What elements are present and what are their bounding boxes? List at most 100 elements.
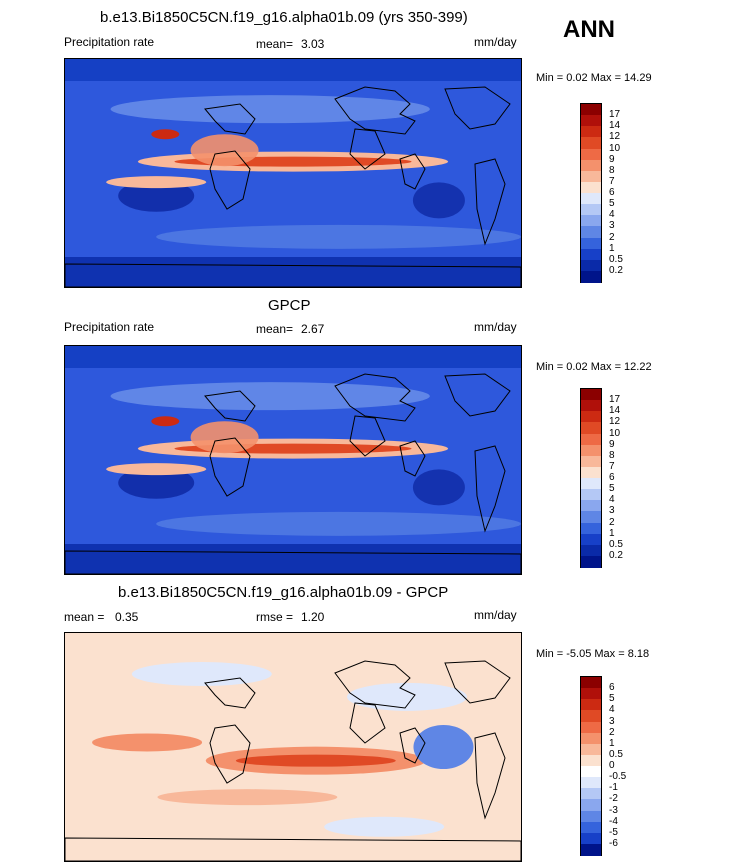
panel2-title: GPCP	[268, 297, 311, 314]
colorbar-swatch	[581, 489, 601, 501]
colorbar-swatch	[581, 699, 601, 711]
colorbar-tick-label: 10	[609, 142, 621, 154]
colorbar-tick-label: 8	[609, 449, 615, 461]
colorbar-tick-label: 14	[609, 405, 621, 417]
coastline	[65, 373, 521, 574]
colorbar-swatch	[581, 766, 601, 778]
colorbar-tick-label: -4	[609, 815, 618, 827]
colorbar-tick-label: -5	[609, 826, 618, 838]
colorbar-swatch	[581, 270, 601, 283]
panel2-mean-value: 2.67	[301, 322, 325, 336]
panel1-variable-label: Precipitation rate	[64, 35, 155, 49]
colorbar-swatch	[581, 181, 601, 194]
panel3-rmse-label: rmse =	[256, 610, 294, 624]
panel3-colorbar	[580, 676, 602, 856]
map-field	[65, 346, 521, 574]
panel1-mean-value: 3.03	[301, 37, 325, 51]
colorbar-swatch	[581, 810, 601, 823]
colorbar-tick-label: 2	[609, 231, 615, 243]
colorbar-tick-label: 5	[609, 693, 615, 705]
colorbar-tick-label: 10	[609, 427, 621, 439]
colorbar-swatch	[581, 159, 601, 172]
colorbar-tick-label: 0.5	[609, 253, 623, 265]
colorbar-tick-label: 2	[609, 726, 615, 738]
colorbar-swatch	[581, 500, 601, 512]
colorbar-swatch	[581, 115, 601, 127]
colorbar-tick-label: 0.5	[609, 538, 623, 550]
colorbar-swatch	[581, 478, 601, 490]
panel2-map	[64, 345, 522, 575]
colorbar-tick-label: 17	[609, 394, 621, 406]
panel2-units: mm/day	[474, 320, 517, 334]
panel3-title: b.e13.Bi1850C5CN.f19_g16.alpha01b.09 - G…	[118, 584, 449, 601]
panel2-mean-label: mean=	[256, 322, 294, 336]
colorbar-swatch	[581, 732, 601, 745]
colorbar-tick-label: 0.2	[609, 264, 623, 276]
colorbar-tick-label: 1	[609, 242, 615, 254]
colorbar-swatch	[581, 226, 601, 238]
colorbar-swatch	[581, 170, 601, 183]
colorbar-swatch	[581, 248, 601, 261]
colorbar-tick-label: 9	[609, 153, 615, 165]
colorbar-swatch	[581, 148, 601, 161]
colorbar-tick-label: 0.2	[609, 549, 623, 561]
colorbar-tick-label: -2	[609, 793, 618, 805]
panel1-units: mm/day	[474, 35, 517, 49]
colorbar-tick-label: 6	[609, 682, 615, 694]
season-label: ANN	[563, 16, 615, 43]
coastline	[65, 86, 521, 287]
colorbar-tick-label: 0.5	[609, 748, 623, 760]
panel3-mean-value: 0.35	[115, 610, 139, 624]
colorbar-tick-label: 3	[609, 715, 615, 727]
colorbar-tick-label: 2	[609, 516, 615, 528]
colorbar-swatch	[581, 688, 601, 700]
colorbar-tick-label: 3	[609, 505, 615, 517]
colorbar-tick-label: 5	[609, 483, 615, 495]
panel1-title: b.e13.Bi1850C5CN.f19_g16.alpha01b.09 (yr…	[100, 9, 468, 26]
colorbar-tick-label: 4	[609, 704, 615, 716]
panel1-mean-label: mean=	[256, 37, 294, 51]
colorbar-swatch	[581, 237, 601, 250]
colorbar-swatch	[581, 259, 601, 272]
colorbar-swatch	[581, 821, 601, 834]
colorbar-swatch	[581, 511, 601, 523]
colorbar-swatch	[581, 433, 601, 446]
colorbar-tick-label: 9	[609, 438, 615, 450]
colorbar-tick-label: 14	[609, 120, 621, 132]
colorbar-tick-label: 6	[609, 187, 615, 198]
colorbar-tick-label: 17	[609, 109, 621, 121]
colorbar-swatch	[581, 677, 601, 689]
colorbar-swatch	[581, 544, 601, 557]
colorbar-swatch	[581, 411, 601, 423]
colorbar-swatch	[581, 533, 601, 546]
panel3-units: mm/day	[474, 608, 517, 622]
colorbar-swatch	[581, 137, 601, 149]
colorbar-swatch	[581, 455, 601, 468]
panel2-colorbar	[580, 388, 602, 568]
colorbar-swatch	[581, 799, 601, 811]
colorbar-tick-label: -0.5	[609, 771, 627, 783]
colorbar-tick-label: 6	[609, 472, 615, 483]
colorbar-tick-label: -3	[609, 804, 618, 816]
colorbar-swatch	[581, 444, 601, 457]
colorbar-tick-label: 1	[609, 527, 615, 539]
colorbar-swatch	[581, 389, 601, 401]
colorbar-tick-label: 4	[609, 209, 615, 221]
panel1-map	[64, 58, 522, 288]
coastline	[65, 660, 521, 861]
colorbar-swatch	[581, 788, 601, 800]
colorbar-swatch	[581, 754, 601, 767]
colorbar-tick-label: 12	[609, 131, 621, 143]
map-field	[65, 59, 521, 287]
colorbar-tick-label: -6	[609, 837, 618, 849]
map-field	[65, 633, 521, 861]
colorbar-swatch	[581, 721, 601, 734]
colorbar-swatch	[581, 843, 601, 856]
colorbar-tick-label: 8	[609, 164, 615, 176]
colorbar-swatch	[581, 743, 601, 756]
colorbar-tick-label: 3	[609, 220, 615, 232]
colorbar-swatch	[581, 832, 601, 845]
panel2-variable-label: Precipitation rate	[64, 320, 155, 334]
panel1-minmax: Min = 0.02 Max = 14.29	[536, 72, 652, 84]
colorbar-swatch	[581, 777, 601, 789]
